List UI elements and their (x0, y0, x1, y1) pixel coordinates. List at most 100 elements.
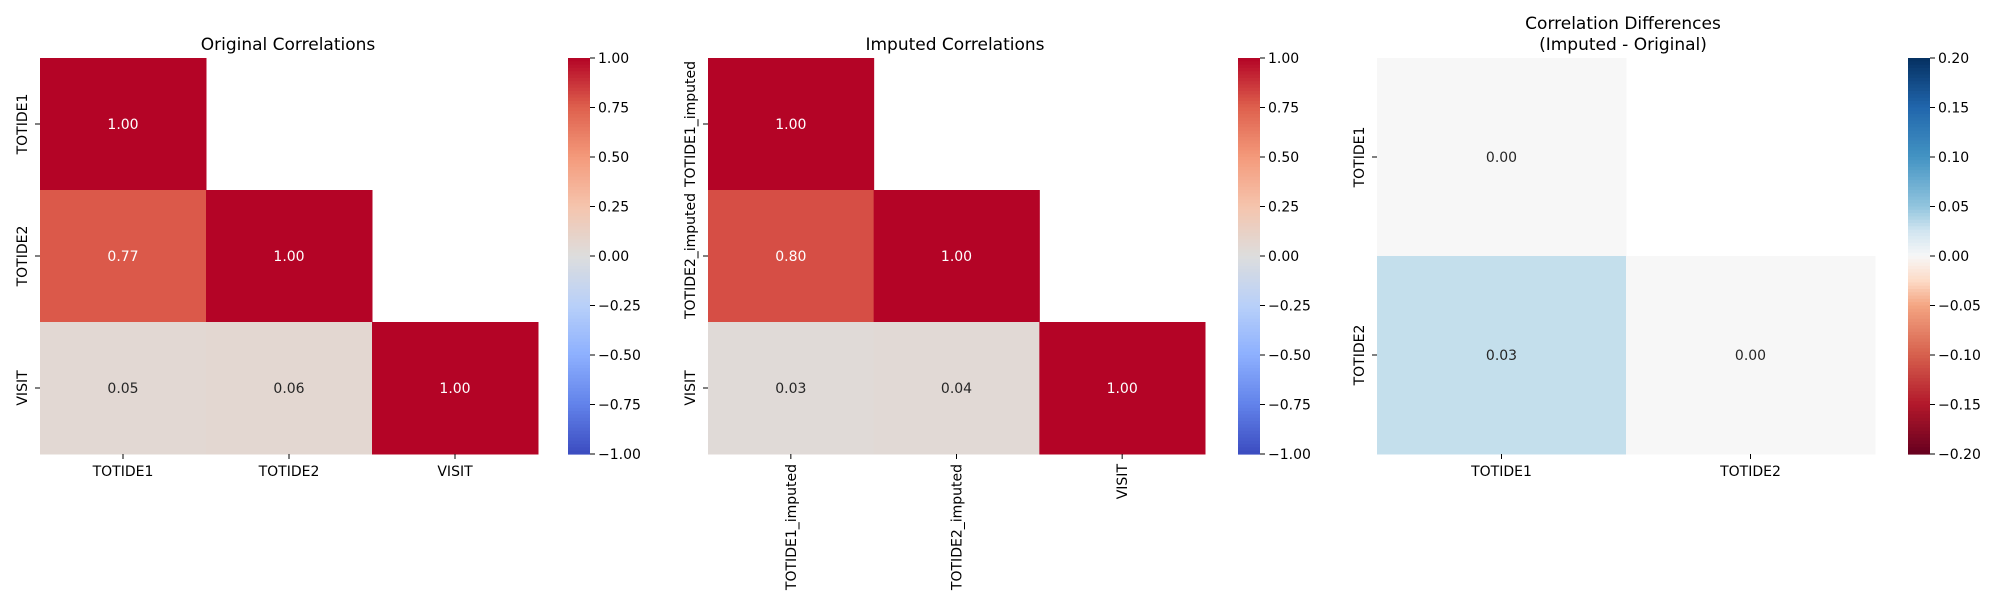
colorbar-swatch (1238, 252, 1260, 257)
colorbar-swatch (568, 120, 590, 125)
colorbar-tick-label: −0.50 (598, 348, 641, 364)
colorbar-swatch (1238, 183, 1260, 188)
panel-differences-title: Correlation Differences (1525, 14, 1721, 34)
colorbar-swatch (1238, 298, 1260, 303)
colorbar-swatch (568, 170, 590, 175)
heatmap-cell-label: 0.03 (775, 381, 806, 397)
heatmap-original-y-ticks: TOTIDE1 TOTIDE2 VISIT (15, 94, 40, 406)
x-tick-label: VISIT (437, 464, 473, 480)
x-tick-label: TOTIDE2 (1719, 464, 1781, 480)
colorbar-swatch (1238, 414, 1260, 419)
colorbar-tick-label: −0.25 (598, 299, 641, 315)
colorbar-swatch (1908, 246, 1930, 250)
heatmap-cell (708, 322, 875, 455)
colorbar-swatch (568, 279, 590, 283)
colorbar-swatch (1908, 223, 1930, 227)
colorbar-swatch (1908, 315, 1930, 320)
colorbar-swatch (1908, 196, 1930, 201)
colorbar-swatch (1238, 411, 1260, 415)
colorbar-swatch (1908, 407, 1930, 412)
colorbar-swatch (568, 166, 590, 171)
colorbar-swatch (1238, 335, 1260, 340)
colorbar-swatch (1238, 107, 1260, 112)
colorbar-swatch (1238, 170, 1260, 175)
colorbar-swatch (1908, 216, 1930, 221)
colorbar-swatch (1908, 404, 1930, 409)
heatmap-imputed-x-ticks: TOTIDE1_imputed TOTIDE2_imputed VISIT (784, 454, 1131, 591)
colorbar-swatch (1908, 147, 1930, 151)
colorbar-swatch (1908, 226, 1930, 231)
colorbar-swatch (1238, 348, 1260, 353)
colorbar-tick-label: 0.25 (1268, 200, 1299, 216)
heatmap-cell (708, 190, 875, 323)
colorbar-swatch (568, 265, 590, 270)
colorbar-swatch (1238, 315, 1260, 320)
heatmap-cell (1377, 256, 1627, 455)
y-tick-label: TOTIDE2 (15, 226, 31, 288)
colorbar-swatch (1908, 371, 1930, 376)
colorbar-swatch (568, 358, 590, 363)
colorbar-swatch (1908, 302, 1930, 307)
heatmap-cell-label: 1.00 (107, 117, 138, 133)
colorbar-swatch (568, 239, 590, 244)
colorbar-swatch (568, 364, 590, 369)
colorbar-swatch (1908, 430, 1930, 435)
colorbar-swatch (1238, 407, 1260, 412)
colorbar-swatch (1238, 358, 1260, 363)
x-tick-label: TOTIDE1 (92, 464, 154, 480)
colorbar-swatch (568, 315, 590, 320)
colorbar-tick-label: 0.75 (598, 101, 629, 117)
colorbar-swatch (568, 259, 590, 264)
colorbar-swatch (1908, 358, 1930, 363)
colorbar-swatch (1238, 110, 1260, 115)
colorbar-swatch (1908, 338, 1930, 343)
colorbar-differences: 0.20 0.15 0.10 0.05 0.00 −0.05 −0.10 −0.15 −0.20 (1908, 51, 1981, 463)
colorbar-swatch (1908, 232, 1930, 237)
colorbar-tick-label: 0.50 (598, 150, 629, 166)
colorbar-swatch (568, 414, 590, 419)
colorbar-swatch (1238, 236, 1260, 241)
colorbar-swatch (1908, 166, 1930, 171)
colorbar-swatch (568, 94, 590, 99)
colorbar-swatch (1238, 364, 1260, 369)
colorbar-swatch (1238, 397, 1260, 402)
colorbar-swatch (568, 437, 590, 442)
colorbar-swatch (568, 114, 590, 118)
heatmap-original-x-ticks: TOTIDE1 TOTIDE2 VISIT (92, 454, 473, 480)
colorbar-swatch (1908, 414, 1930, 419)
colorbar-swatch (1238, 285, 1260, 290)
colorbar-swatch (568, 226, 590, 231)
colorbar-swatch (1908, 157, 1930, 161)
colorbar-swatch (1238, 338, 1260, 343)
colorbar-swatch (568, 87, 590, 92)
colorbar-swatch (568, 133, 590, 138)
colorbar-swatch (1908, 173, 1930, 178)
colorbar-swatch (1908, 364, 1930, 369)
y-tick-label: TOTIDE2_imputed (683, 193, 699, 320)
colorbar-swatch (1238, 427, 1260, 432)
colorbar-swatch (1908, 94, 1930, 99)
colorbar-swatch (1908, 259, 1930, 264)
colorbar-swatch (1908, 110, 1930, 115)
colorbar-swatch (1238, 295, 1260, 300)
colorbar-swatch (568, 295, 590, 300)
colorbar-swatch (1908, 381, 1930, 386)
heatmap-cell (206, 190, 373, 323)
colorbar-tick-label: 0.15 (1938, 101, 1969, 117)
colorbar-imputed: 1.00 0.75 0.50 0.25 0.00 −0.25 −0.50 −0.75 −1.00 (1238, 51, 1311, 463)
colorbar-swatch (1238, 130, 1260, 135)
x-tick-label: TOTIDE1 (1470, 464, 1532, 480)
colorbar-swatch (1908, 163, 1930, 168)
colorbar-swatch (568, 137, 590, 142)
colorbar-swatch (1238, 196, 1260, 201)
colorbar-swatch (1908, 91, 1930, 95)
x-tick-label: TOTIDE1_imputed (784, 464, 800, 591)
colorbar-swatch (568, 157, 590, 161)
colorbar-swatch (1908, 368, 1930, 373)
panel-original-title: Original Correlations (201, 35, 376, 55)
heatmap-cell-label: 1.00 (941, 249, 972, 265)
colorbar-swatch (568, 355, 590, 359)
colorbar-swatch (1908, 193, 1930, 198)
heatmap-cell (708, 58, 875, 191)
colorbar-swatch (1238, 61, 1260, 66)
